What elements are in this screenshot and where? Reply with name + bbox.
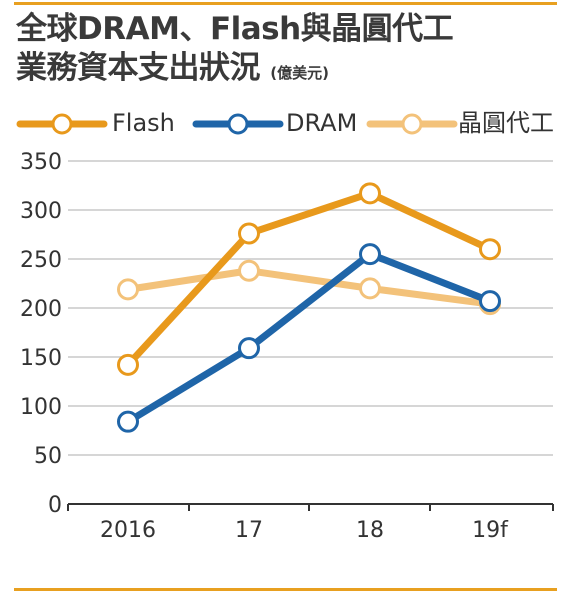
x-tick-label-0: 2016 bbox=[100, 518, 156, 543]
y-tick-label-0: 0 bbox=[48, 493, 62, 518]
legend-label-dram: DRAM bbox=[286, 109, 358, 137]
legend-swatch-flash bbox=[16, 113, 108, 135]
y-tick-label-300: 300 bbox=[20, 199, 62, 224]
title-unit: (億美元) bbox=[270, 64, 330, 82]
x-tick-label-2: 18 bbox=[356, 518, 384, 543]
legend-label-flash: Flash bbox=[112, 109, 175, 137]
y-tick-label-250: 250 bbox=[20, 248, 62, 273]
series-line-flash bbox=[124, 189, 494, 369]
point-dram-0 bbox=[117, 410, 139, 433]
point-dram-3 bbox=[479, 290, 501, 313]
y-tick-label-100: 100 bbox=[20, 395, 62, 420]
y-tick-label-50: 50 bbox=[34, 444, 62, 469]
y-tick-label-200: 200 bbox=[20, 297, 62, 322]
x-tick-label-1: 17 bbox=[235, 518, 263, 543]
point-dram-2 bbox=[359, 243, 381, 266]
point-dram-1 bbox=[238, 337, 260, 360]
title-line-1: 全球DRAM、Flash與晶圓代工 bbox=[16, 11, 454, 47]
point-foundry-1 bbox=[238, 259, 260, 282]
point-flash-2 bbox=[359, 182, 381, 205]
top-rule bbox=[14, 2, 557, 5]
title-line-2-text: 業務資本支出狀況 bbox=[16, 50, 261, 86]
x-tick-label-3: 19f bbox=[472, 518, 509, 543]
point-foundry-2 bbox=[359, 277, 381, 300]
point-foundry-0 bbox=[117, 278, 139, 301]
point-flash-3 bbox=[479, 238, 501, 261]
chart-title: 全球DRAM、Flash與晶圓代工 業務資本支出狀況 (億美元) bbox=[16, 10, 564, 93]
legend-label-foundry: 晶圓代工 bbox=[458, 109, 554, 137]
series-line-foundry bbox=[124, 267, 494, 308]
legend-swatch-dram bbox=[192, 113, 284, 135]
series-line-dram bbox=[124, 250, 494, 426]
title-line-2: 業務資本支出狀況 (億美元) bbox=[16, 49, 564, 93]
y-tick-label-350: 350 bbox=[20, 150, 62, 175]
bottom-rule bbox=[14, 588, 557, 591]
legend-swatch-foundry bbox=[366, 113, 458, 135]
point-flash-1 bbox=[238, 222, 260, 245]
y-tick-label-150: 150 bbox=[20, 346, 62, 371]
legend: Flash DRAM 晶圓代工 bbox=[16, 108, 564, 138]
point-flash-0 bbox=[117, 353, 139, 376]
